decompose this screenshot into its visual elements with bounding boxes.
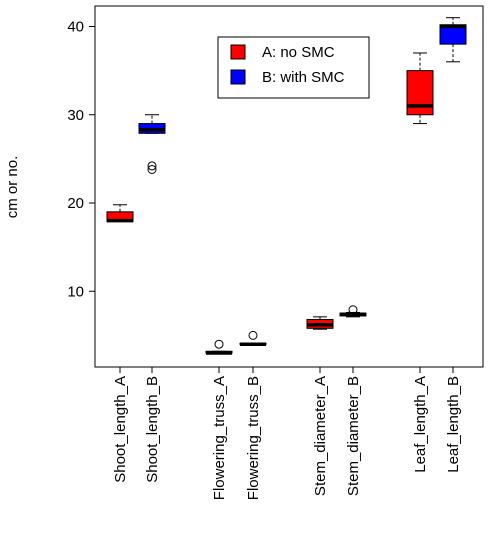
category-label: Stem_diameter_B	[345, 376, 362, 496]
box-stem-diameter-b	[339, 305, 367, 318]
outlier-point	[348, 305, 358, 315]
category-label: Leaf_length_B	[445, 376, 462, 473]
outlier-point	[248, 330, 258, 340]
category-label: Flowering_truss_B	[245, 376, 262, 500]
outlier-point	[147, 164, 157, 174]
category-label: Shoot_length_B	[144, 376, 161, 483]
category-label: Leaf_length_A	[412, 376, 429, 473]
category-label: Stem_diameter_A	[312, 376, 329, 496]
legend-label-b: B: with SMC	[262, 69, 345, 86]
legend-swatch-b	[230, 69, 246, 85]
box-leaf-length-a	[406, 52, 434, 125]
y-axis-label: cm or no.	[4, 156, 21, 219]
category-label: Shoot_length_A	[112, 376, 129, 483]
y-tick-label: 40	[67, 19, 84, 36]
box-shoot-length-b	[138, 114, 166, 174]
box-flowering-truss-a	[205, 339, 233, 355]
box-rect	[406, 70, 434, 116]
outlier-point	[147, 161, 157, 171]
outlier-point	[214, 339, 224, 349]
legend-swatch-a	[230, 44, 246, 60]
legend-label-a: A: no SMC	[262, 44, 335, 61]
box-shoot-length-a	[106, 204, 134, 223]
box-stem-diameter-a	[306, 316, 334, 330]
category-label: Flowering_truss_A	[211, 376, 228, 500]
legend: A: no SMC B: with SMC	[217, 36, 370, 99]
box-leaf-length-b	[439, 17, 467, 63]
box-flowering-truss-b	[239, 330, 267, 346]
y-axis: 10 20 30 40 cm or no.	[4, 19, 96, 300]
box-rect	[439, 24, 467, 45]
y-tick-label: 30	[67, 107, 84, 124]
y-tick-label: 10	[67, 283, 84, 300]
y-tick-label: 20	[67, 195, 84, 212]
